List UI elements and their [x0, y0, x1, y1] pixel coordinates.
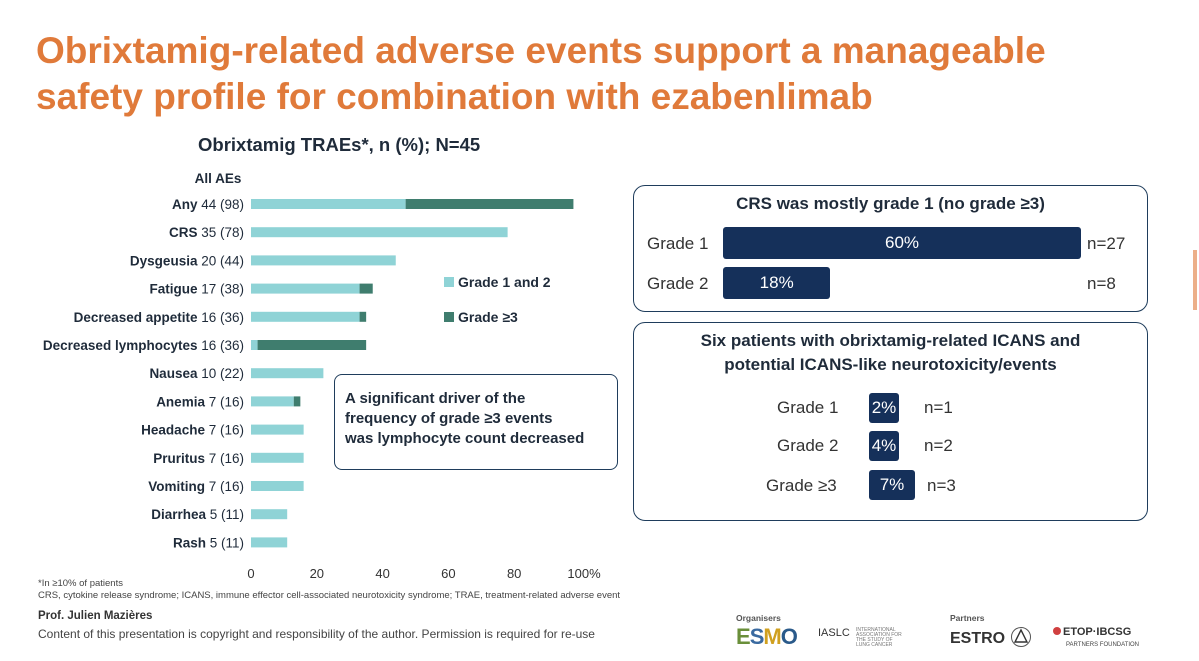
- bar-decreased-lymphocytes-grade3: [257, 340, 367, 350]
- callout-line: A significant driver of the: [345, 390, 526, 407]
- chart-title: Obrixtamig TRAEs*, n (%); N=45: [198, 134, 481, 155]
- x-tick-label: 20: [310, 566, 324, 581]
- crs-panel: CRS was mostly grade 1 (no grade ≥3) Gra…: [633, 185, 1148, 312]
- bar-pruritus-grade12: [251, 452, 304, 463]
- organisers-label: Organisers: [736, 613, 781, 623]
- icans-grade1-bar: 2%: [869, 393, 899, 423]
- category-label: CRS 35 (78): [169, 225, 244, 240]
- estro-logo: ESTRO: [950, 630, 1006, 647]
- trae-bar-chart: Any 44 (98) CRS 35 (78) Dysgeusia 20 (44) F…: [43, 171, 601, 581]
- crs-grade2-n: n=8: [1087, 274, 1116, 293]
- icans-grade3-label: Grade ≥3: [766, 476, 837, 495]
- icans-panel-title-line1: Six patients with obrixtamig-related ICA…: [700, 331, 1081, 350]
- slide-title: Obrixtamig-related adverse events suppor…: [36, 30, 1046, 117]
- category-label: Pruritus 7 (16): [153, 451, 244, 466]
- footnote-2: CRS, cytokine release syndrome; ICANS, i…: [38, 590, 621, 601]
- partners-label: Partners: [950, 613, 985, 623]
- bar-crs-grade12: [251, 227, 508, 238]
- category-label: Dysgeusia 20 (44): [130, 253, 244, 268]
- bar-nausea-grade12: [251, 368, 324, 379]
- category-label: Diarrhea 5 (11): [151, 507, 244, 522]
- icans-panel: Six patients with obrixtamig-related ICA…: [633, 322, 1148, 521]
- lymphocyte-driver-callout: A significant driver of the frequency of…: [334, 374, 618, 470]
- etop-logo-subtitle: PARTNERS FOUNDATION: [1066, 642, 1140, 648]
- etop-dot-icon: [1053, 627, 1061, 635]
- iaslc-logo: IASLC: [818, 627, 850, 639]
- footnotes: *In ≥10% of patients CRS, cytokine relea…: [38, 578, 620, 602]
- crs-grade2-label: Grade 2: [647, 274, 709, 293]
- category-label: Nausea 10 (22): [149, 366, 244, 381]
- crs-grade2-bar: 18%: [723, 267, 831, 299]
- icans-grade3-percent: 7%: [879, 475, 905, 494]
- bar-rash-grade12: [251, 537, 288, 548]
- bar-vomiting-grade12: [251, 481, 304, 491]
- iaslc-logo-subtitle: INTERNATIONAL ASSOCIATION FOR THE STUDY …: [856, 627, 902, 648]
- x-tick-label: 40: [375, 566, 389, 581]
- bar-headache-grade12: [251, 424, 304, 435]
- category-label: Rash 5 (11): [173, 535, 244, 550]
- presenter-name: Prof. Julien Mazières: [38, 610, 153, 622]
- bar-anemia-grade12: [251, 396, 294, 407]
- crs-grade2-percent: 18%: [759, 273, 794, 292]
- callout-line: was lymphocyte count decreased: [345, 430, 585, 447]
- crs-grade1-n: n=27: [1087, 234, 1126, 253]
- crs-grade1-percent: 60%: [884, 233, 920, 252]
- copyright-notice: Content of this presentation is copyrigh…: [38, 627, 595, 641]
- bar-anemia-grade3: [293, 396, 301, 407]
- x-tick-label: 80: [507, 566, 521, 581]
- icans-grade1-percent: 2%: [871, 398, 897, 417]
- bar-dysgeusia-grade12: [251, 255, 396, 266]
- icans-panel-title-line2: potential ICANS-like neurotoxicity/event…: [724, 355, 1057, 374]
- esmo-logo: ESMO: [736, 624, 798, 649]
- footnote-1: *In ≥10% of patients: [38, 578, 123, 589]
- bar-any-grade12: [251, 199, 406, 209]
- category-label: Vomiting 7 (16): [148, 479, 244, 494]
- icans-grade1-label: Grade 1: [777, 398, 839, 417]
- callout-line: frequency of grade ≥3 events: [345, 410, 553, 427]
- etop-ibcsg-logo: ETOP·IBCSG: [1063, 626, 1132, 638]
- legend-swatch-grade12: [444, 277, 454, 287]
- bar-decreased-appetite-grade3: [359, 311, 367, 322]
- category-label: Fatigue 17 (38): [149, 282, 244, 297]
- legend-grade12: Grade 1 and 2: [458, 274, 551, 290]
- icans-grade3-bar: 7%: [869, 470, 915, 500]
- partner-triangle-logo: [1011, 627, 1031, 647]
- legend-grade3: Grade ≥3: [458, 309, 518, 325]
- x-tick-label: 100%: [567, 566, 601, 581]
- category-label: Headache 7 (16): [141, 423, 244, 438]
- category-label: Any 44 (98): [172, 197, 244, 212]
- bar-decreased-lymphocytes-grade12: [251, 340, 258, 350]
- x-tick-label: 0: [247, 566, 254, 581]
- icans-grade1-n: n=1: [924, 398, 953, 417]
- bar-fatigue-grade12: [251, 283, 360, 294]
- crs-panel-title: CRS was mostly grade 1 (no grade ≥3): [736, 194, 1045, 213]
- icans-grade2-bar: 4%: [869, 431, 899, 461]
- x-tick-label: 60: [441, 566, 455, 581]
- icans-grade2-n: n=2: [924, 436, 953, 455]
- crs-grade1-bar: 60%: [723, 227, 1081, 259]
- crs-grade1-label: Grade 1: [647, 234, 709, 253]
- legend-swatch-grade3: [444, 312, 454, 322]
- category-label: Anemia 7 (16): [156, 394, 244, 409]
- category-label: Decreased lymphocytes 16 (36): [43, 338, 244, 353]
- bar-diarrhea-grade12: [251, 509, 288, 520]
- icans-grade3-n: n=3: [927, 476, 956, 495]
- icans-grade2-percent: 4%: [871, 436, 897, 455]
- bar-any-grade3: [405, 199, 574, 209]
- bar-fatigue-grade3: [359, 283, 373, 294]
- category-label: Decreased appetite 16 (36): [74, 310, 244, 325]
- column-header: All AEs: [195, 171, 242, 186]
- bar-decreased-appetite-grade12: [251, 311, 360, 322]
- edge-accent: [1193, 250, 1197, 310]
- icans-grade2-label: Grade 2: [777, 436, 839, 455]
